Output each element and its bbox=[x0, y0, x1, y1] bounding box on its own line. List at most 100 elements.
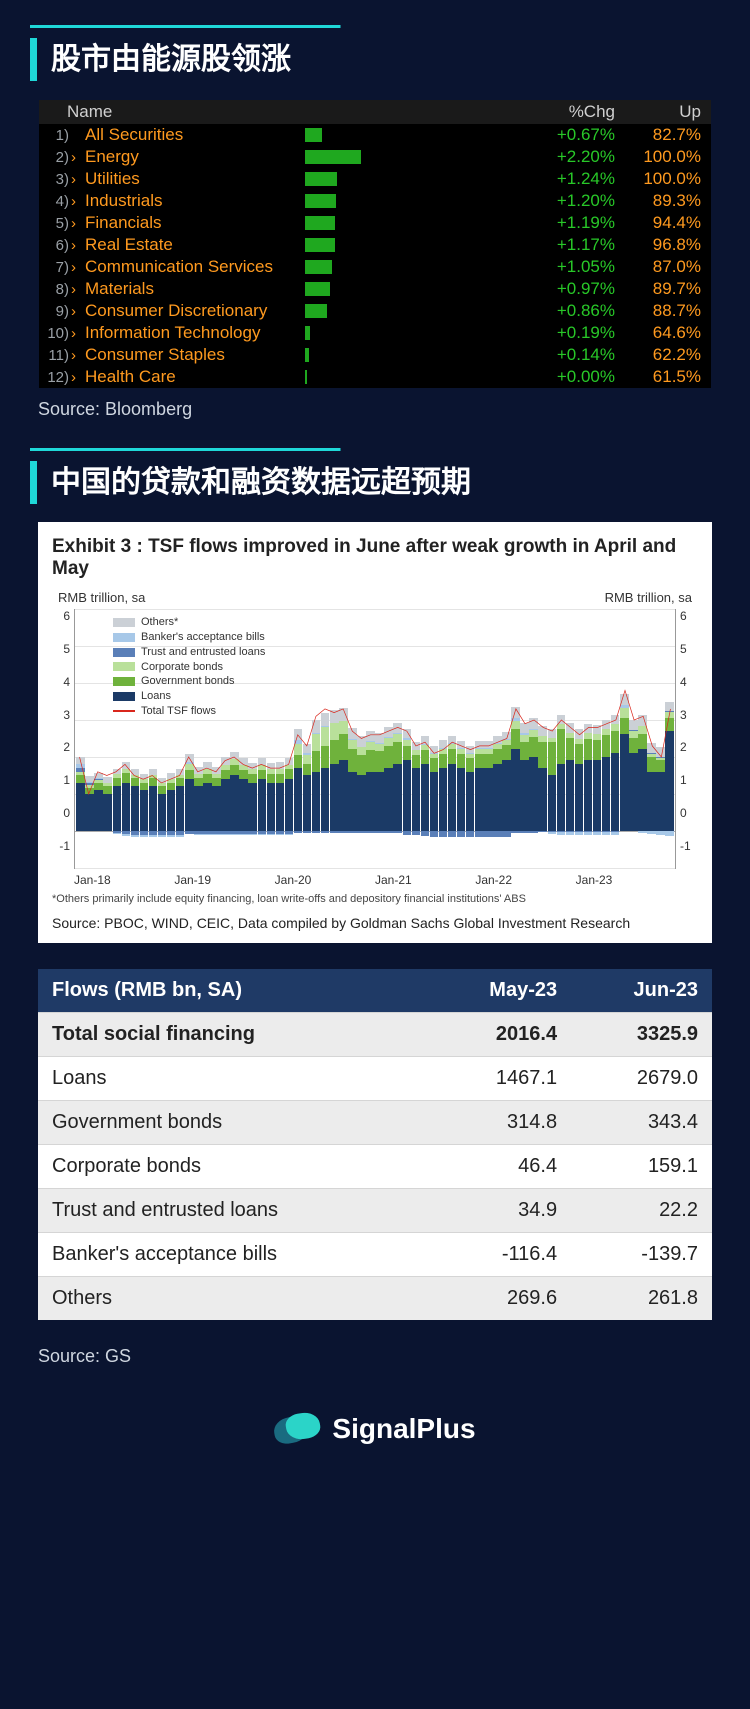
flows-jun: 261.8 bbox=[571, 1277, 712, 1321]
bar-cell bbox=[305, 150, 520, 164]
flows-col: Jun-23 bbox=[571, 969, 712, 1013]
sector-name: Consumer Discretionary bbox=[85, 301, 305, 321]
pct-up: 89.7% bbox=[615, 279, 705, 299]
footer: SignalPlus bbox=[0, 1411, 750, 1447]
bloomberg-row: 10)›Information Technology+0.19%64.6% bbox=[39, 322, 711, 344]
pct-change: +0.00% bbox=[520, 367, 615, 387]
bar-cell bbox=[305, 282, 520, 296]
bar-cell bbox=[305, 348, 520, 362]
sector-name: Industrials bbox=[85, 191, 305, 211]
bar-cell bbox=[305, 260, 520, 274]
y-label-left: RMB trillion, sa bbox=[58, 590, 145, 605]
flows-row: Banker's acceptance bills-116.4-139.7 bbox=[38, 1233, 712, 1277]
bar-cell bbox=[305, 326, 520, 340]
pct-change: +1.24% bbox=[520, 169, 615, 189]
section2-header: 中国的贷款和融资数据远超预期 bbox=[30, 461, 720, 504]
bloomberg-row: 6)›Real Estate+1.17%96.8% bbox=[39, 234, 711, 256]
row-index: 2) bbox=[45, 149, 71, 166]
exhibit-source: Source: PBOC, WIND, CEIC, Data compiled … bbox=[52, 915, 698, 931]
sector-name: Real Estate bbox=[85, 235, 305, 255]
flows-may: 269.6 bbox=[425, 1277, 571, 1321]
flows-label: Corporate bonds bbox=[38, 1145, 425, 1189]
row-index: 6) bbox=[45, 237, 71, 254]
sector-name: Health Care bbox=[85, 367, 305, 387]
brand-name: SignalPlus bbox=[332, 1413, 475, 1445]
pct-up: 62.2% bbox=[615, 345, 705, 365]
exhibit-panel: Exhibit 3 : TSF flows improved in June a… bbox=[38, 522, 712, 943]
chevron-icon: › bbox=[71, 259, 85, 276]
bloomberg-row: 8)›Materials+0.97%89.7% bbox=[39, 278, 711, 300]
bloomberg-row: 2)›Energy+2.20%100.0% bbox=[39, 146, 711, 168]
flows-may: 314.8 bbox=[425, 1101, 571, 1145]
pct-change: +1.17% bbox=[520, 235, 615, 255]
flows-label: Total social financing bbox=[38, 1013, 425, 1057]
pct-up: 94.4% bbox=[615, 213, 705, 233]
bar-cell bbox=[305, 172, 520, 186]
sector-name: Financials bbox=[85, 213, 305, 233]
flows-may: 34.9 bbox=[425, 1189, 571, 1233]
flows-col: Flows (RMB bn, SA) bbox=[38, 969, 425, 1013]
sector-name: Materials bbox=[85, 279, 305, 299]
flows-may: 2016.4 bbox=[425, 1013, 571, 1057]
total-line bbox=[75, 609, 675, 868]
flows-row: Loans1467.12679.0 bbox=[38, 1057, 712, 1101]
row-index: 11) bbox=[45, 347, 71, 364]
chevron-icon: › bbox=[71, 193, 85, 210]
flows-row: Total social financing2016.43325.9 bbox=[38, 1013, 712, 1057]
flows-label: Government bonds bbox=[38, 1101, 425, 1145]
pct-change: +0.97% bbox=[520, 279, 615, 299]
section2-title: 中国的贷款和融资数据远超预期 bbox=[51, 461, 471, 504]
pct-change: +1.19% bbox=[520, 213, 615, 233]
flows-may: 46.4 bbox=[425, 1145, 571, 1189]
flows-may: -116.4 bbox=[425, 1233, 571, 1277]
bloomberg-row: 12)›Health Care +0.00%61.5% bbox=[39, 366, 711, 388]
bar-cell bbox=[305, 216, 520, 230]
pct-change: +1.05% bbox=[520, 257, 615, 277]
pct-up: 100.0% bbox=[615, 147, 705, 167]
bloomberg-row: 9)›Consumer Discretionary+0.86%88.7% bbox=[39, 300, 711, 322]
pct-up: 100.0% bbox=[615, 169, 705, 189]
flows-jun: -139.7 bbox=[571, 1233, 712, 1277]
section2-source: Source: GS bbox=[38, 1346, 712, 1367]
chevron-icon: › bbox=[71, 369, 85, 386]
col-name: Name bbox=[45, 102, 305, 122]
bar-cell bbox=[305, 304, 520, 318]
bloomberg-table: Name %Chg Up 1)All Securities+0.67%82.7%… bbox=[38, 99, 712, 389]
bloomberg-row: 1)All Securities+0.67%82.7% bbox=[39, 124, 711, 146]
row-index: 12) bbox=[45, 369, 71, 386]
flows-col: May-23 bbox=[425, 969, 571, 1013]
pct-up: 64.6% bbox=[615, 323, 705, 343]
chevron-icon: › bbox=[71, 281, 85, 298]
row-index: 9) bbox=[45, 303, 71, 320]
pct-up: 87.0% bbox=[615, 257, 705, 277]
flows-row: Others269.6261.8 bbox=[38, 1277, 712, 1321]
pct-up: 61.5% bbox=[615, 367, 705, 387]
bar-cell bbox=[305, 370, 520, 384]
pct-up: 96.8% bbox=[615, 235, 705, 255]
flows-label: Others bbox=[38, 1277, 425, 1321]
flows-header-row: Flows (RMB bn, SA)May-23Jun-23 bbox=[38, 969, 712, 1013]
pct-change: +2.20% bbox=[520, 147, 615, 167]
flows-row: Corporate bonds46.4159.1 bbox=[38, 1145, 712, 1189]
y-axis-right: 6543210-1 bbox=[676, 609, 698, 869]
sector-name: Communication Services bbox=[85, 257, 305, 277]
row-index: 5) bbox=[45, 215, 71, 232]
chart-plot: Others*Banker's acceptance billsTrust an… bbox=[74, 609, 676, 869]
flows-label: Loans bbox=[38, 1057, 425, 1101]
logo-icon bbox=[274, 1411, 320, 1447]
chart-area: 6543210-1 Others*Banker's acceptance bil… bbox=[52, 609, 698, 869]
exhibit-title: Exhibit 3 : TSF flows improved in June a… bbox=[52, 536, 698, 580]
section-divider bbox=[30, 448, 720, 451]
flows-jun: 22.2 bbox=[571, 1189, 712, 1233]
row-index: 1) bbox=[45, 127, 71, 144]
sector-name: Energy bbox=[85, 147, 305, 167]
pct-change: +1.20% bbox=[520, 191, 615, 211]
col-up: Up bbox=[615, 102, 705, 122]
y-axis-labels: RMB trillion, sa RMB trillion, sa bbox=[52, 590, 698, 605]
bloomberg-row: 11)›Consumer Staples+0.14%62.2% bbox=[39, 344, 711, 366]
section1-source: Source: Bloomberg bbox=[38, 399, 712, 420]
row-index: 10) bbox=[45, 325, 71, 342]
row-index: 4) bbox=[45, 193, 71, 210]
chevron-icon: › bbox=[71, 303, 85, 320]
chevron-icon: › bbox=[71, 325, 85, 342]
